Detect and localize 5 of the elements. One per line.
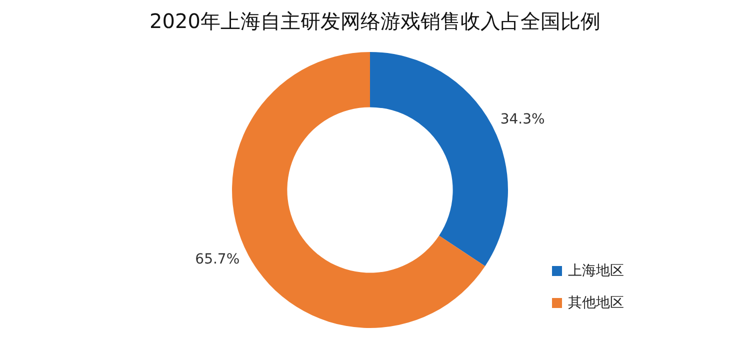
data-label: 34.3% — [500, 112, 545, 128]
data-label: 65.7% — [195, 252, 240, 268]
legend-label: 上海地区 — [568, 262, 624, 280]
legend-label: 其他地区 — [568, 294, 624, 312]
chart-title: 2020年上海自主研发网络游戏销售收入占全国比例 — [148, 8, 602, 35]
